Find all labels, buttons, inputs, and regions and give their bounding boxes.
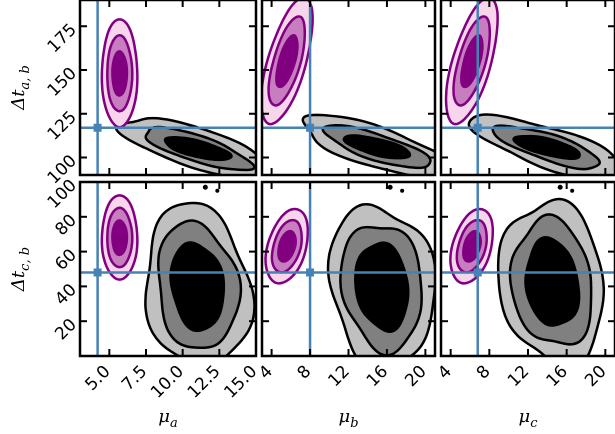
panel-r0-c1 [262, 0, 435, 175]
x-tick-label: 20 [401, 362, 430, 391]
panel-r1-c1 [262, 182, 435, 356]
posterior-contour-3 [342, 134, 412, 160]
y-tick-label: 150 [44, 64, 81, 101]
posterior-contour-3 [524, 236, 581, 327]
truth-marker [93, 123, 102, 132]
posterior-contour-3 [512, 134, 581, 161]
prior-contour-3 [462, 229, 482, 263]
x-tick-label: 7.5 [118, 362, 151, 395]
posterior-island [400, 188, 405, 193]
x-tick-label: 10.0 [147, 362, 188, 403]
x-axis-title: μa [158, 406, 177, 431]
truth-marker [473, 268, 482, 277]
y-axis-title: Δta, b [8, 65, 33, 111]
prior-contour-3 [275, 34, 299, 89]
posterior-contour-3 [163, 136, 233, 162]
x-tick-label: 12.5 [184, 362, 225, 403]
x-tick-label: 8 [473, 362, 495, 384]
panel-frame [78, 180, 258, 358]
truth-marker [473, 123, 482, 132]
y-tick-label: 20 [51, 315, 80, 344]
x-axis-title: μc [519, 406, 539, 431]
posterior-island [202, 184, 208, 190]
panel-frame [78, 0, 258, 177]
panels-layer [78, 0, 615, 358]
y-tick-label: 175 [44, 20, 81, 57]
truth-marker [306, 123, 315, 132]
x-tick-label: 20 [581, 362, 610, 391]
y-tick-label: 80 [51, 210, 80, 239]
x-tick-label: 4 [434, 362, 456, 384]
posterior-contour-3 [169, 241, 226, 333]
x-tick-label: 15.0 [220, 362, 261, 403]
y-tick-label: 125 [44, 107, 81, 144]
truth-marker [306, 268, 315, 277]
y-tick-label: 40 [51, 280, 80, 309]
panel-r0-c2 [441, 0, 615, 175]
prior-contour-3 [111, 219, 129, 257]
posterior-island [570, 188, 575, 193]
x-tick-label: 12 [504, 362, 533, 391]
x-axis-title: μb [338, 406, 358, 431]
posterior-island [387, 184, 393, 190]
posterior-contour-3 [354, 241, 410, 333]
x-tick-label: 16 [363, 362, 392, 391]
truth-marker [93, 268, 102, 277]
panel-r1-c2 [441, 182, 615, 356]
posterior-island [557, 184, 563, 190]
x-tick-label: 4 [255, 362, 277, 384]
panel-r1-c0 [80, 182, 256, 356]
prior-contour-3 [277, 229, 297, 263]
prior-contour-3 [111, 50, 129, 97]
posterior-island [215, 188, 220, 193]
x-tick-label: 8 [294, 362, 316, 384]
x-tick-label: 16 [543, 362, 572, 391]
y-tick-label: 100 [44, 176, 81, 213]
y-tick-label: 60 [51, 245, 80, 274]
panel-r0-c0 [80, 0, 256, 175]
y-axis-title: Δtc, b [8, 247, 33, 292]
x-tick-label: 5.0 [81, 362, 114, 395]
x-tick-label: 12 [324, 362, 353, 391]
